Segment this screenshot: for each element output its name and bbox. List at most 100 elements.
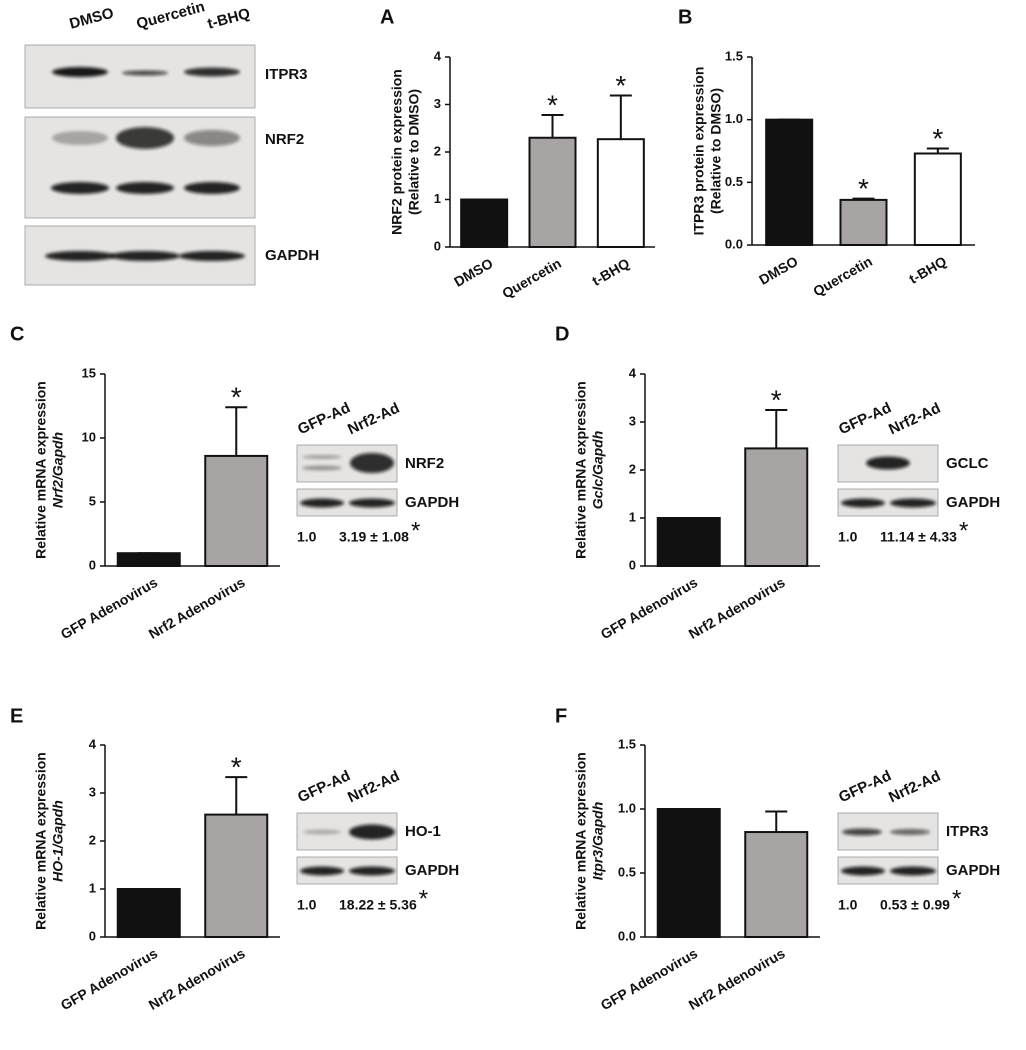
y-axis-label: Relative mRNA expression	[573, 752, 589, 930]
protein-label: GAPDH	[405, 494, 459, 511]
bar	[116, 888, 181, 938]
error-bar	[225, 406, 248, 456]
bar	[116, 552, 181, 568]
lane-label: GFP-Ad	[295, 767, 353, 806]
y-axis-label: Relative mRNA expression	[573, 381, 589, 559]
y-axis-label: Relative mRNA expression	[33, 381, 49, 559]
y-tick-label: 0.5	[618, 864, 636, 879]
x-tick-label: Quercetin	[499, 255, 564, 302]
blot-band	[184, 67, 240, 77]
significance-marker: *	[231, 752, 242, 783]
bar	[765, 118, 814, 246]
y-tick-label: 1.0	[618, 800, 636, 815]
bar	[839, 198, 888, 247]
blot-band	[51, 182, 109, 194]
y-tick-label: 1	[89, 880, 96, 895]
blot-band	[890, 829, 930, 835]
quantification: 3.19 ± 1.08	[339, 529, 409, 545]
blot-band	[52, 131, 108, 145]
bar	[204, 813, 269, 938]
y-tick-label: 10	[82, 429, 96, 444]
bar	[460, 198, 509, 248]
x-tick-label: GFP Adenovirus	[598, 945, 701, 1013]
blot-band	[122, 70, 168, 76]
lane-label: Nrf2-Ad	[345, 768, 402, 807]
blot-band	[349, 866, 395, 876]
blot-band	[349, 498, 395, 508]
bar	[744, 447, 809, 567]
blot-band	[841, 866, 885, 876]
protein-label: GAPDH	[946, 862, 1000, 879]
blot-band	[184, 130, 240, 146]
protein-label: ITPR3	[265, 66, 308, 83]
x-tick-label: t-BHQ	[589, 255, 632, 289]
y-tick-label: 1.5	[618, 736, 636, 751]
lane-label: GFP-Ad	[295, 399, 353, 438]
y-tick-label: 2	[89, 832, 96, 847]
lane-label: Nrf2-Ad	[345, 400, 402, 439]
panel-label: B	[678, 6, 692, 28]
blot-band	[841, 498, 885, 508]
quantification: 1.0	[297, 897, 317, 913]
y-tick-label: 0.0	[725, 236, 743, 251]
quantification: 18.22 ± 5.36	[339, 897, 417, 913]
x-tick-label: Quercetin	[810, 253, 875, 300]
protein-label: ITPR3	[946, 823, 989, 840]
significance-marker: *	[959, 517, 968, 544]
blot-band	[350, 453, 394, 473]
quantification: 11.14 ± 4.33	[880, 529, 957, 545]
x-tick-label: DMSO	[451, 255, 495, 290]
significance-marker: *	[411, 517, 420, 544]
y-tick-label: 3	[629, 413, 636, 428]
lane-label: Quercetin	[135, 0, 207, 33]
blot-band	[303, 829, 341, 835]
protein-label: GAPDH	[265, 247, 319, 264]
y-tick-label: 3	[434, 96, 441, 111]
panel-label: F	[555, 705, 567, 727]
bar	[528, 136, 577, 248]
error-bar	[765, 409, 788, 449]
x-tick-label: DMSO	[756, 253, 800, 288]
blot-band	[890, 866, 936, 876]
lane-label: t-BHQ	[206, 5, 253, 33]
blot-band	[179, 251, 245, 261]
y-axis-label: (Relative to DMSO)	[708, 88, 724, 214]
lane-label: Nrf2-Ad	[886, 768, 943, 807]
panel-label: E	[10, 705, 23, 727]
error-bar	[225, 776, 248, 815]
blot-band	[116, 127, 174, 149]
y-tick-label: 1.5	[725, 48, 743, 63]
blot-band	[890, 498, 936, 508]
y-axis-label: Gclc/Gapdh	[590, 431, 606, 510]
x-tick-label: t-BHQ	[906, 253, 949, 287]
blot-band	[45, 251, 115, 261]
lane-label: GFP-Ad	[836, 767, 894, 806]
y-tick-label: 0	[434, 238, 441, 253]
y-tick-label: 4	[434, 48, 442, 63]
blot-band	[116, 182, 174, 194]
protein-label: GCLC	[946, 455, 989, 472]
blot-band	[300, 498, 344, 508]
significance-marker: *	[858, 173, 869, 204]
panel-label: C	[10, 323, 24, 345]
quantification: 1.0	[838, 897, 858, 913]
significance-marker: *	[547, 89, 558, 120]
bar	[744, 831, 809, 938]
y-tick-label: 5	[89, 493, 96, 508]
x-tick-label: Nrf2 Adenovirus	[686, 945, 788, 1013]
quantification: 1.0	[297, 529, 317, 545]
x-tick-label: Nrf2 Adenovirus	[146, 945, 248, 1013]
bar	[204, 454, 269, 568]
y-tick-label: 4	[629, 365, 637, 380]
y-axis-label: ITPR3 protein expression	[691, 67, 707, 236]
lane-label: GFP-Ad	[836, 399, 894, 438]
lane-label: DMSO	[68, 5, 116, 33]
error-bar	[541, 113, 564, 138]
blot-band	[184, 182, 240, 194]
quantification: 0.53 ± 0.99	[880, 897, 950, 913]
significance-marker: *	[932, 123, 943, 154]
error-bar	[609, 94, 632, 140]
y-axis-label: (Relative to DMSO)	[406, 89, 422, 215]
blot-band	[866, 456, 910, 470]
